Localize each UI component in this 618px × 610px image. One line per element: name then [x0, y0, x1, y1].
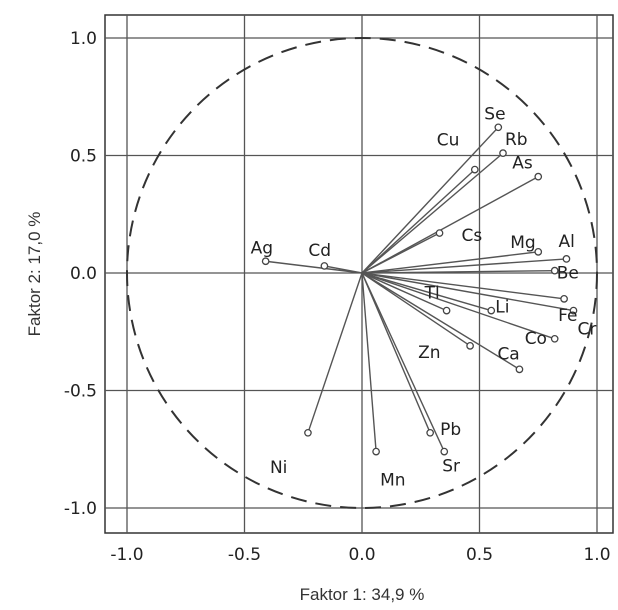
loading-vector-cd: [324, 265, 363, 274]
loading-point-co: [550, 334, 559, 343]
point-label-ni: Ni: [270, 458, 287, 478]
loading-point-rb: [499, 149, 507, 157]
y-tick-label: 0.5: [70, 147, 97, 167]
loading-point-be: [550, 266, 559, 275]
loading-point-cs: [435, 229, 444, 237]
loading-vector-se: [361, 126, 499, 274]
loading-vectors: [265, 126, 574, 452]
loading-points: [261, 123, 578, 456]
loading-vector-pb: [361, 272, 431, 434]
point-label-mn: Mn: [380, 471, 405, 491]
point-label-al: Al: [558, 232, 574, 252]
loading-point-mg: [534, 248, 543, 256]
point-label-cr: Cr: [578, 320, 597, 340]
grid-lines: [105, 15, 613, 533]
loading-point-zn: [466, 341, 474, 350]
loading-point-as: [534, 172, 543, 181]
loading-point-al: [562, 255, 571, 263]
x-tick-label: -0.5: [228, 545, 261, 565]
point-label-pb: Pb: [440, 420, 461, 440]
x-tick-label: 0.0: [348, 545, 375, 565]
point-label-as: As: [512, 154, 533, 174]
point-label-co: Co: [525, 329, 547, 349]
point-label-se: Se: [484, 104, 505, 124]
loading-point-pb: [426, 428, 434, 437]
unit-circle-dashed: [126, 37, 598, 509]
x-tick-label: -1.0: [110, 545, 143, 565]
point-label-mg: Mg: [510, 233, 535, 253]
y-tick-label: 1.0: [70, 29, 97, 49]
loading-vector-be: [361, 269, 555, 274]
point-label-sr: Sr: [442, 457, 460, 477]
loading-vector-li: [361, 272, 492, 312]
point-label-tl: Tl: [424, 284, 440, 304]
loading-point-tl: [442, 306, 451, 315]
loading-point-ni: [304, 428, 312, 437]
loading-vector-co: [361, 272, 555, 340]
x-axis-title: Faktor 1: 34,9 %: [300, 585, 425, 604]
loading-vector-as: [361, 176, 539, 274]
loading-point-cd: [320, 262, 329, 270]
loading-point-se: [494, 123, 503, 132]
loading-point-li: [487, 306, 496, 315]
loading-vector-cu: [361, 169, 476, 274]
loading-point-cu: [470, 165, 479, 174]
loading-point-ag: [261, 257, 270, 266]
loading-vector-tl: [361, 272, 447, 312]
loading-point-cr: [569, 306, 578, 315]
loading-vector-ag: [265, 260, 363, 274]
loading-vector-cs: [361, 232, 440, 274]
point-label-ag: Ag: [251, 238, 273, 258]
loading-vector-mg: [361, 251, 539, 274]
loading-vector-sr: [361, 272, 445, 452]
loading-point-ca: [515, 365, 524, 374]
loading-vector-al: [361, 258, 567, 274]
y-axis-title: Faktor 2: 17,0 %: [25, 212, 44, 337]
point-label-li: Li: [495, 298, 509, 318]
loading-vector-mn: [361, 272, 377, 452]
point-label-cd: Cd: [308, 241, 331, 261]
y-tick-label: -0.5: [64, 382, 97, 402]
point-label-cu: Cu: [437, 131, 460, 151]
x-tick-label: 0.5: [466, 545, 493, 565]
point-label-fe: Fe: [558, 306, 577, 326]
y-tick-label: 0.0: [70, 264, 97, 284]
loading-vector-cr: [361, 272, 574, 312]
point-label-be: Be: [557, 264, 579, 284]
y-tick-label: -1.0: [64, 499, 97, 519]
loading-vector-ni: [307, 272, 363, 434]
loading-vector-fe: [361, 272, 565, 300]
plot-frame: [104, 14, 614, 534]
point-label-ca: Ca: [497, 344, 519, 364]
unit-circle: [126, 37, 598, 509]
loading-vector-ca: [361, 272, 520, 370]
point-label-cs: Cs: [462, 226, 483, 246]
point-label-rb: Rb: [505, 130, 528, 150]
tick-labels: -1.0 -0.5 0.0 0.5 1.0 1.0 0.5 0.0 -0.5 -1.0: [64, 29, 611, 565]
loading-vector-rb: [361, 152, 504, 274]
point-label-zn: Zn: [418, 343, 440, 363]
loading-vector-zn: [361, 272, 471, 347]
x-tick-label: 1.0: [583, 545, 610, 565]
loading-point-mn: [372, 447, 380, 456]
loading-point-fe: [560, 294, 568, 303]
loading-point-sr: [440, 447, 449, 456]
